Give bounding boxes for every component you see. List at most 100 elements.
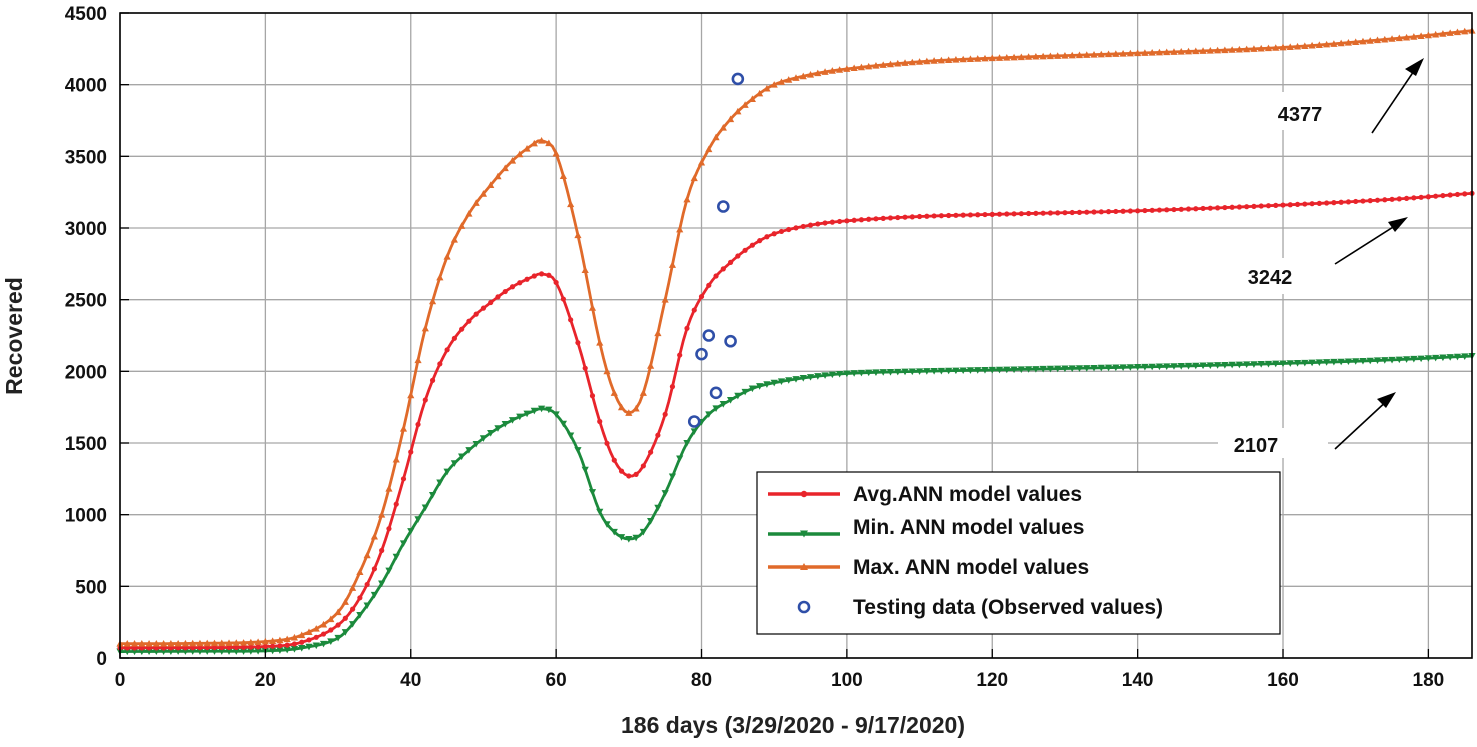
data-point-max (356, 568, 364, 575)
data-point-avg (211, 644, 218, 651)
data-point-avg (568, 317, 574, 323)
annotation-min-label: 2107 (1234, 435, 1279, 457)
legend-item-avg: Avg.ANN model values (768, 483, 1082, 506)
data-point-avg (313, 634, 319, 640)
data-point-avg (1091, 209, 1097, 215)
data-point-max (545, 139, 553, 147)
data-point-min (1010, 366, 1018, 374)
data-point-max (574, 231, 582, 239)
data-point-max (465, 210, 473, 217)
data-point-max (1301, 42, 1309, 50)
data-point-avg (916, 213, 923, 220)
data-point-min (930, 368, 938, 375)
data-point-avg (960, 212, 966, 218)
data-point-max (581, 266, 589, 274)
data-point-max (399, 425, 408, 432)
annotation-max-label: 4377 (1278, 104, 1323, 126)
data-point-min (1402, 356, 1411, 363)
data-point-min (632, 534, 640, 542)
y-tick-label: 1000 (65, 506, 107, 527)
series-avg (117, 190, 1475, 651)
data-point-min (1199, 362, 1207, 370)
data-point-min (218, 648, 226, 655)
data-point-max (1359, 37, 1367, 45)
data-point-min (1221, 361, 1229, 369)
data-point-min (712, 405, 720, 412)
data-point-min (1177, 363, 1185, 370)
data-point-min (319, 640, 328, 648)
data-point-avg (793, 225, 799, 231)
observed-point (702, 329, 716, 342)
data-point-min (756, 383, 764, 390)
data-point-min (232, 648, 240, 655)
data-point-avg (1411, 195, 1417, 201)
annotation-box-min (1218, 428, 1328, 458)
data-point-max (1235, 45, 1243, 53)
data-point-max (305, 628, 313, 636)
data-point-avg (1273, 202, 1279, 208)
data-point-avg (386, 526, 392, 532)
data-point-min (1126, 364, 1134, 371)
data-point-min (894, 368, 902, 376)
data-point-avg (589, 393, 596, 399)
data-point-max (341, 598, 349, 605)
data-point-min (836, 370, 844, 378)
data-point-min (748, 385, 756, 393)
data-point-avg (800, 223, 806, 230)
data-point-avg (975, 212, 981, 218)
data-point-avg (698, 293, 705, 300)
data-point-min (334, 634, 342, 642)
data-point-min (683, 440, 691, 447)
data-point-max (1243, 45, 1251, 53)
data-point-min (1279, 360, 1287, 368)
data-point-min (945, 367, 953, 375)
data-point-avg (880, 215, 886, 221)
data-point-max (152, 640, 160, 647)
data-point-avg (1113, 208, 1119, 215)
data-point-max (1097, 50, 1105, 58)
data-point-avg (1418, 194, 1424, 200)
legend-label-max: Max. ANN model values (853, 556, 1089, 579)
data-point-avg (662, 411, 668, 417)
data-point-max (203, 639, 211, 647)
data-point-min (378, 580, 386, 588)
data-point-max (1373, 36, 1382, 44)
data-point-max (639, 389, 647, 396)
data-point-min (487, 429, 495, 437)
data-point-min (567, 432, 575, 440)
data-point-max (712, 133, 720, 141)
data-point-min (1039, 365, 1047, 373)
data-point-min (327, 638, 335, 646)
data-point-min (305, 643, 313, 651)
data-point-avg (648, 449, 654, 455)
x-tick-label: 120 (976, 670, 1008, 691)
data-point-min (654, 504, 662, 512)
data-point-avg (1004, 211, 1010, 217)
data-point-min (915, 368, 924, 375)
data-point-max (843, 65, 851, 72)
data-point-avg (735, 253, 741, 259)
data-point-avg (1171, 206, 1177, 213)
data-point-min (123, 648, 131, 656)
data-point-min (421, 504, 429, 512)
data-point-max (458, 222, 466, 229)
data-point-max (523, 144, 531, 152)
data-point-max (247, 638, 255, 646)
legend-box (756, 471, 1281, 635)
data-point-min (1206, 362, 1214, 369)
data-point-avg (1294, 201, 1301, 208)
data-point-avg (887, 215, 894, 221)
data-point-max (189, 639, 197, 647)
data-point-avg (575, 340, 581, 346)
data-point-min (879, 369, 887, 376)
data-point-avg (299, 639, 305, 645)
data-point-avg (1185, 206, 1192, 212)
annotation-min-arrow (1334, 397, 1391, 450)
data-point-max (327, 615, 335, 623)
data-point-avg (328, 627, 334, 633)
data-point-max (1286, 43, 1294, 50)
data-point-max (421, 324, 429, 332)
data-point-max (269, 637, 277, 644)
data-point-avg (1353, 198, 1359, 205)
observed-point (717, 200, 730, 213)
